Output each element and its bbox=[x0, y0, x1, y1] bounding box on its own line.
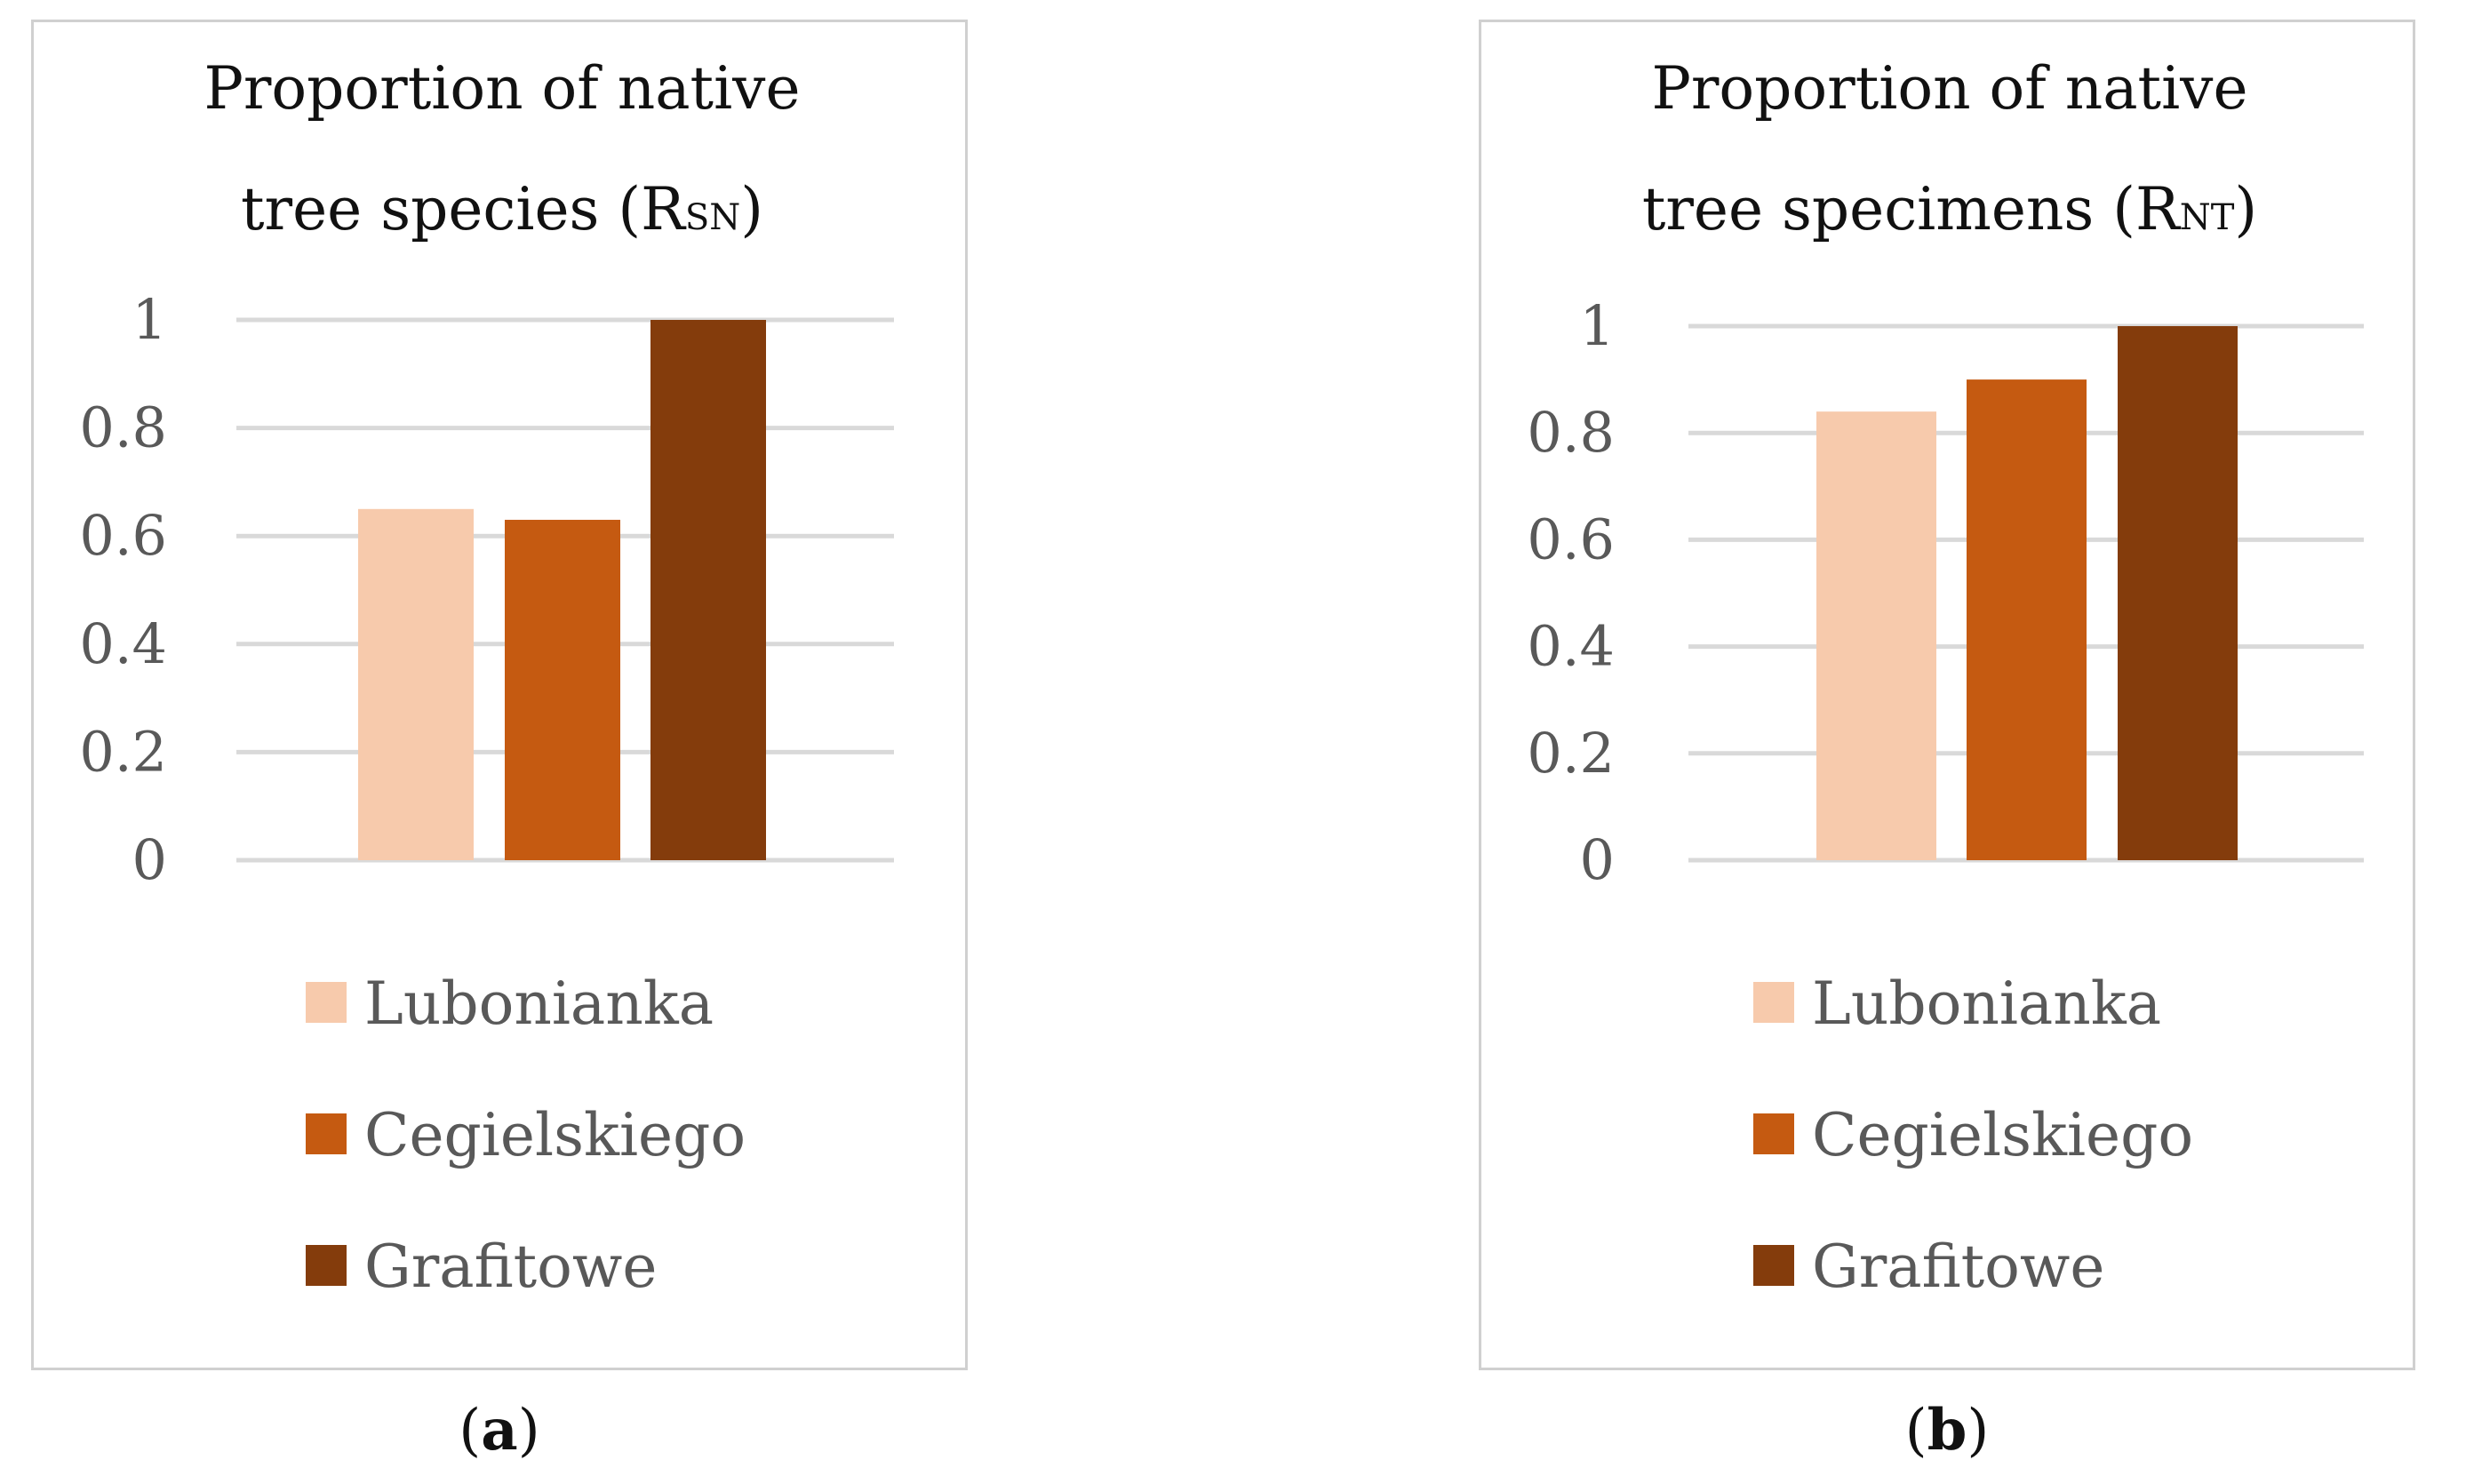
chart-b-y-tick-label: 0 bbox=[1580, 827, 1615, 892]
caption-b-letter: b bbox=[1927, 1397, 1967, 1464]
chart-b-title-line2: tree specimens (RNT) bbox=[1481, 180, 2418, 239]
chart-b-title-main: tree specimens (R bbox=[1641, 175, 2180, 243]
chart-a-bar-lubonianka bbox=[358, 508, 474, 860]
chart-b-title-line1: Proportion of native bbox=[1651, 54, 2248, 123]
chart-b-legend-swatch bbox=[1753, 1113, 1794, 1154]
chart-a-y-tick-label: 0.2 bbox=[79, 719, 167, 784]
chart-a-legend-swatch bbox=[306, 1113, 347, 1154]
chart-a-bar-cegielskiego bbox=[505, 519, 620, 860]
chart-b-y-tick-label: 0.6 bbox=[1527, 507, 1615, 571]
caption-b-open: ( bbox=[1904, 1398, 1927, 1464]
chart-a-legend-label: Lubonianka bbox=[364, 969, 714, 1038]
chart-b-plot: 0 0.2 0.4 0.6 0.8 1 bbox=[1527, 293, 2364, 892]
chart-b-y-tick-label: 0.4 bbox=[1527, 614, 1615, 679]
caption-a-open: ( bbox=[459, 1398, 482, 1464]
caption-a-close: ) bbox=[517, 1398, 540, 1464]
caption-a-letter: a bbox=[481, 1397, 518, 1464]
chart-b-legend-label: Cegielskiego bbox=[1812, 1101, 2194, 1169]
chart-a-y-tick-label: 0.8 bbox=[79, 395, 167, 460]
chart-a-title-subscript: SN bbox=[684, 197, 741, 238]
chart-a-title-line1: Proportion of native bbox=[204, 54, 801, 123]
chart-b-title-close: ) bbox=[2234, 175, 2258, 243]
chart-b-bar-lubonianka bbox=[1816, 411, 1936, 860]
chart-a-legend-label: Grafitowe bbox=[364, 1233, 658, 1301]
chart-a-plot: 0 0.2 0.4 0.6 0.8 1 bbox=[79, 287, 894, 892]
chart-b-y-tick-label: 0.8 bbox=[1527, 400, 1615, 465]
chart-a-bar-grafitowe bbox=[650, 320, 766, 860]
chart-panel-b: 0 0.2 0.4 0.6 0.8 1 Proportion of native tree… bbox=[1479, 20, 2415, 1370]
chart-a-y-tick-label: 0.4 bbox=[79, 611, 167, 676]
chart-a-title-main: tree species (R bbox=[241, 175, 685, 243]
chart-a-legend-label: Cegielskiego bbox=[364, 1101, 746, 1169]
caption-a: (a) bbox=[411, 1402, 588, 1460]
chart-a-y-tick-label: 0 bbox=[132, 827, 167, 892]
chart-a-legend-swatch bbox=[306, 982, 347, 1023]
caption-b: (b) bbox=[1858, 1402, 2036, 1460]
chart-a-title-line2: tree species (RSN) bbox=[34, 180, 970, 239]
chart-b-legend-swatch bbox=[1753, 1245, 1794, 1286]
chart-b-y-tick-label: 1 bbox=[1580, 293, 1615, 358]
chart-b-legend-label: Lubonianka bbox=[1812, 969, 2162, 1038]
chart-b-bar-grafitowe bbox=[2118, 326, 2238, 860]
chart-b-bar-cegielskiego bbox=[1967, 379, 2087, 861]
caption-b-close: ) bbox=[1967, 1398, 1990, 1464]
chart-a-y-tick-label: 0.6 bbox=[79, 503, 167, 568]
chart-b-y-tick-label: 0.2 bbox=[1527, 721, 1615, 786]
chart-b-legend-swatch bbox=[1753, 982, 1794, 1023]
chart-panel-a: 0 0.2 0.4 0.6 0.8 1 Proportion of native tree… bbox=[31, 20, 968, 1370]
chart-a-legend-swatch bbox=[306, 1245, 347, 1286]
chart-b-title-subscript: NT bbox=[2179, 197, 2235, 238]
chart-a-title-close: ) bbox=[740, 175, 763, 243]
chart-a-y-tick-label: 1 bbox=[132, 287, 167, 352]
chart-b-legend-label: Grafitowe bbox=[1812, 1233, 2105, 1301]
